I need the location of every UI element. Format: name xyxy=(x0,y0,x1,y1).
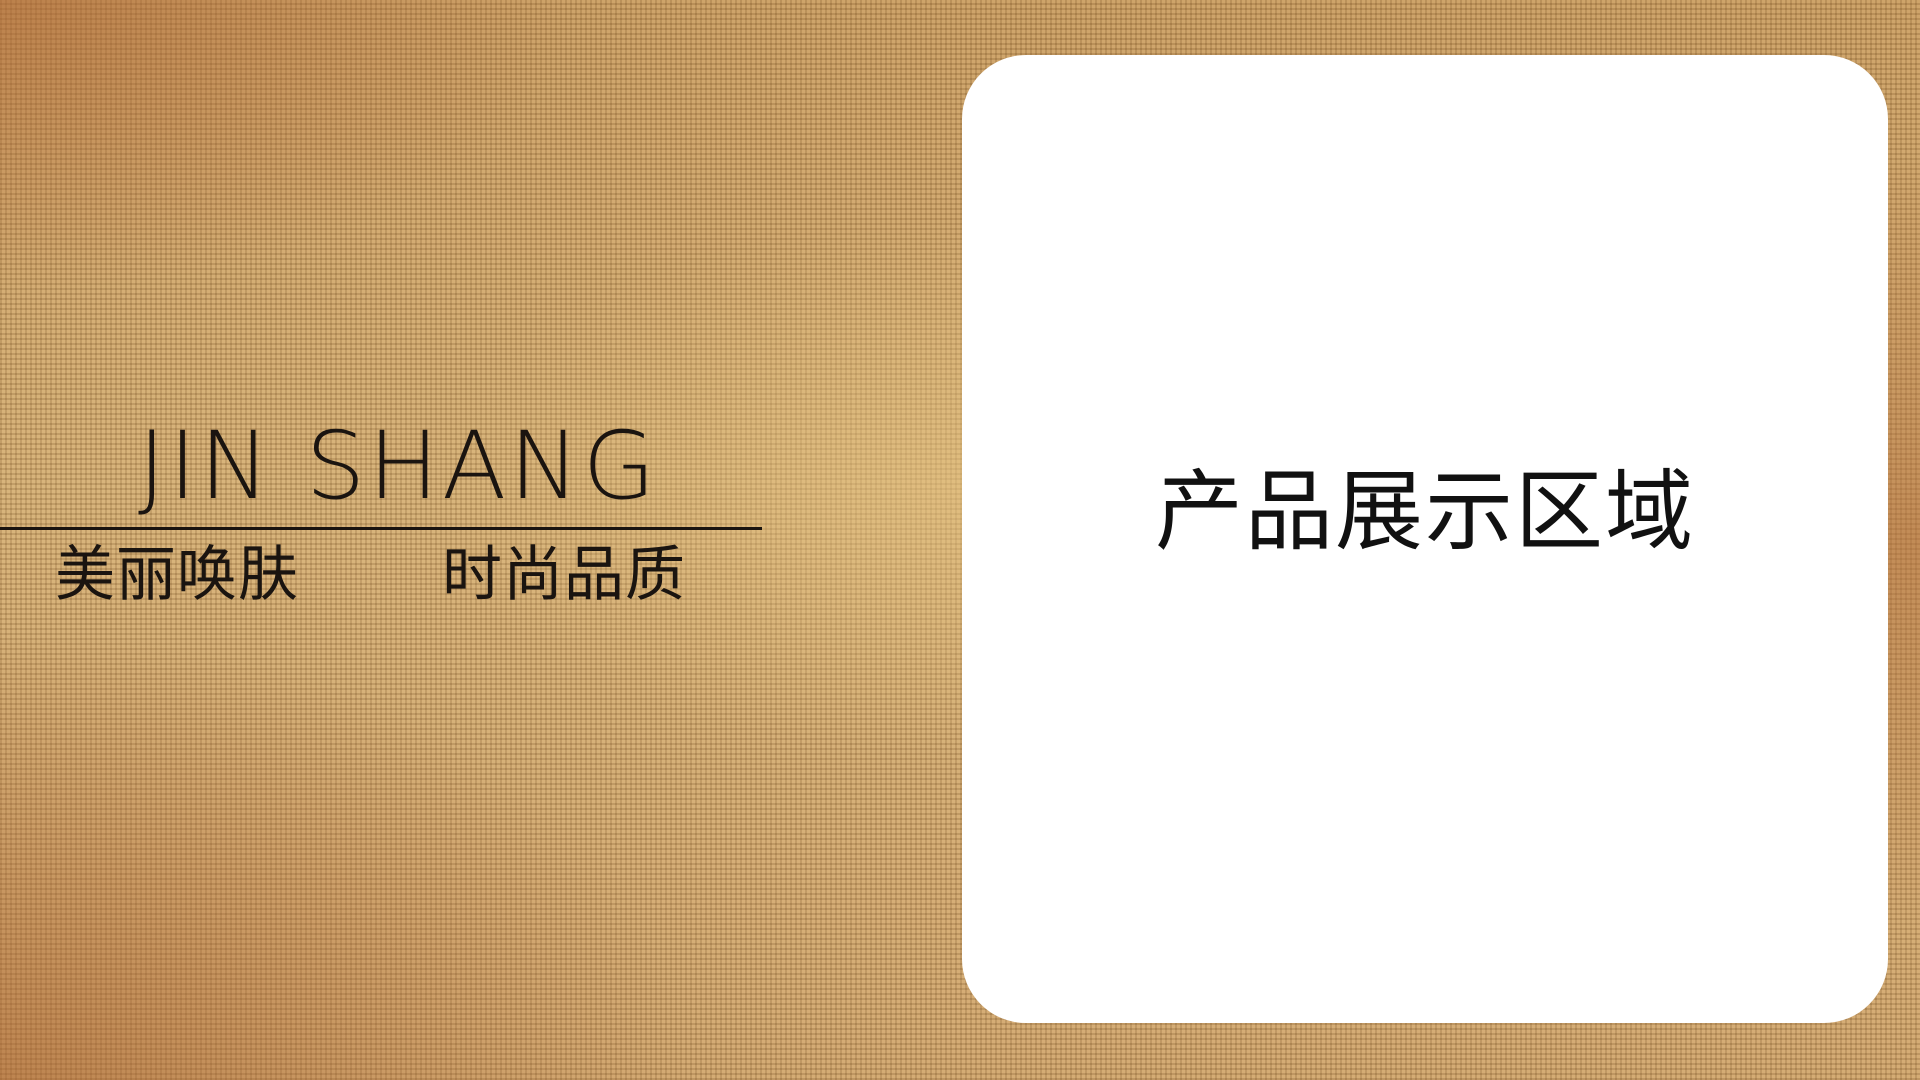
slogan-right: 时尚品质 xyxy=(442,540,686,610)
slogan-left: 美丽唤肤 xyxy=(55,540,299,610)
divider-line xyxy=(0,527,762,530)
brand-area: JIN SHANG 美丽唤肤 时尚品质 xyxy=(0,400,762,630)
brand-logo: JIN SHANG xyxy=(138,412,659,521)
product-display-panel: 产品展示区域 xyxy=(962,55,1888,1023)
product-display-label: 产品展示区域 xyxy=(1154,459,1695,563)
